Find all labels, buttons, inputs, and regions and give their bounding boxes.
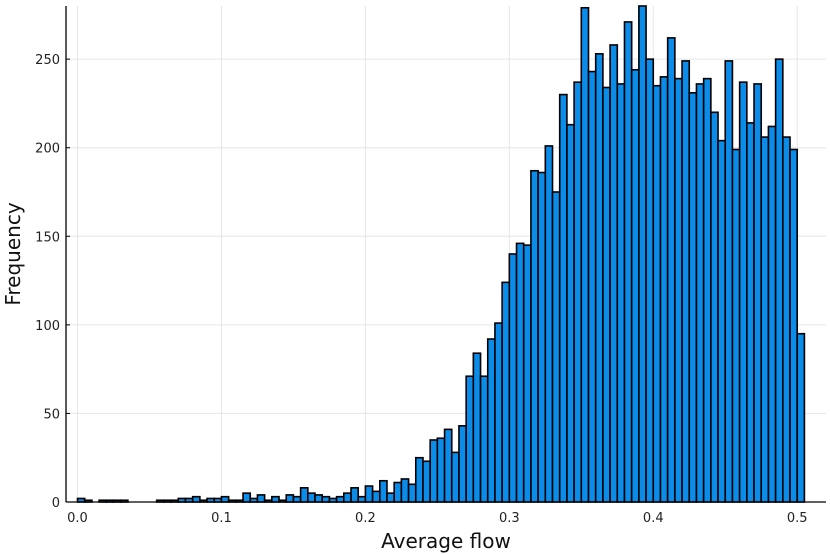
histogram-bar [364, 485, 374, 503]
y-tick-label: 50 [43, 407, 60, 422]
y-axis-title: Frequency [1, 202, 25, 305]
histogram-bar [335, 495, 345, 503]
histogram-bar [580, 6, 590, 503]
histogram-bar [674, 77, 683, 503]
histogram-bar [472, 352, 482, 503]
histogram-bar [407, 483, 417, 503]
axes [65, 6, 826, 503]
histogram-bar [530, 169, 539, 503]
histogram-bar [710, 111, 719, 503]
histogram-bar [314, 494, 324, 503]
histogram-bar [573, 81, 583, 503]
histogram-bar [537, 171, 547, 503]
histogram-bar [393, 481, 403, 503]
histogram-bar [515, 242, 525, 503]
histogram-bar [767, 125, 777, 503]
histogram-bar [717, 139, 727, 503]
histogram-bar [782, 136, 791, 503]
histogram-bar [724, 60, 734, 503]
histogram-bar [443, 428, 453, 503]
histogram-bar [292, 495, 302, 503]
histogram-bar [746, 122, 755, 503]
histogram-bar [666, 37, 676, 503]
histogram-bar [566, 123, 575, 503]
histogram-bar [544, 145, 554, 503]
histogram-bar [645, 58, 655, 503]
histogram-bar [594, 53, 604, 503]
histogram-bar [638, 5, 647, 503]
histogram-bar [659, 76, 669, 503]
histogram-bar [343, 492, 352, 503]
histogram-bar [695, 83, 705, 503]
histogram-bar [609, 44, 619, 503]
histogram-bar [796, 332, 806, 503]
histogram-bar [458, 425, 467, 503]
histogram-bar [220, 495, 230, 503]
histogram-bar [299, 487, 309, 503]
tick-labels: 0.0 0.1 0.2 0.3 0.4 0.5 0 50 100 150 200 250 [35, 53, 807, 526]
histogram-bar [753, 83, 763, 503]
histogram-bar [191, 495, 201, 503]
x-tick-label: 0.1 [211, 511, 232, 526]
x-tick-label: 0.4 [643, 511, 664, 526]
histogram-bar [558, 93, 568, 503]
histogram-bar [508, 253, 518, 503]
histogram-bar [429, 439, 439, 503]
histogram-bar [422, 460, 431, 503]
y-tick-label: 200 [35, 142, 60, 157]
x-tick-label: 0.5 [787, 511, 808, 526]
histogram-bar [789, 148, 799, 503]
histogram-bar [652, 84, 662, 503]
histogram-bar [702, 77, 712, 503]
histogram-bar [271, 495, 280, 503]
histogram-bar [522, 244, 532, 503]
histogram-bar [688, 92, 698, 503]
histogram-bar [256, 494, 266, 503]
histogram-bar [738, 81, 748, 503]
histogram-bar [616, 83, 626, 503]
histogram-bar [760, 136, 770, 503]
histogram-bar [774, 58, 784, 503]
histogram-bar [465, 375, 475, 503]
histogram-bar [602, 86, 611, 503]
histogram-bar [587, 70, 597, 503]
x-tick-label: 0.3 [499, 511, 520, 526]
histogram-bar [378, 479, 388, 503]
histogram-bar [350, 487, 359, 503]
histogram-bar [400, 478, 410, 503]
histogram-bar [450, 451, 460, 503]
histogram-bar [357, 495, 367, 503]
histogram-bar [414, 456, 424, 503]
histogram-bar [371, 490, 381, 503]
histogram-bar [242, 492, 252, 503]
histogram-bar [321, 495, 331, 503]
histogram-bar [681, 60, 691, 503]
y-tick-label: 250 [35, 53, 60, 68]
histogram-bar [386, 492, 395, 503]
histogram-bar [479, 375, 489, 503]
x-tick-label: 0.2 [355, 511, 376, 526]
y-tick-label: 0 [52, 496, 60, 511]
x-axis-title: Average flow [381, 529, 511, 553]
histogram-bar [551, 191, 561, 503]
bars [76, 5, 806, 503]
histogram-bar [486, 338, 496, 503]
histogram-bar [494, 322, 503, 503]
histogram-bar [501, 281, 511, 503]
histogram-bar [285, 494, 295, 503]
histogram-bar [623, 21, 633, 503]
histogram-bar [731, 148, 741, 503]
x-tick-label: 0.0 [67, 511, 88, 526]
y-tick-label: 100 [35, 319, 60, 334]
histogram-bar [436, 437, 446, 503]
y-tick-label: 150 [35, 230, 60, 245]
histogram-bar [307, 492, 316, 503]
histogram-bar [630, 68, 640, 503]
